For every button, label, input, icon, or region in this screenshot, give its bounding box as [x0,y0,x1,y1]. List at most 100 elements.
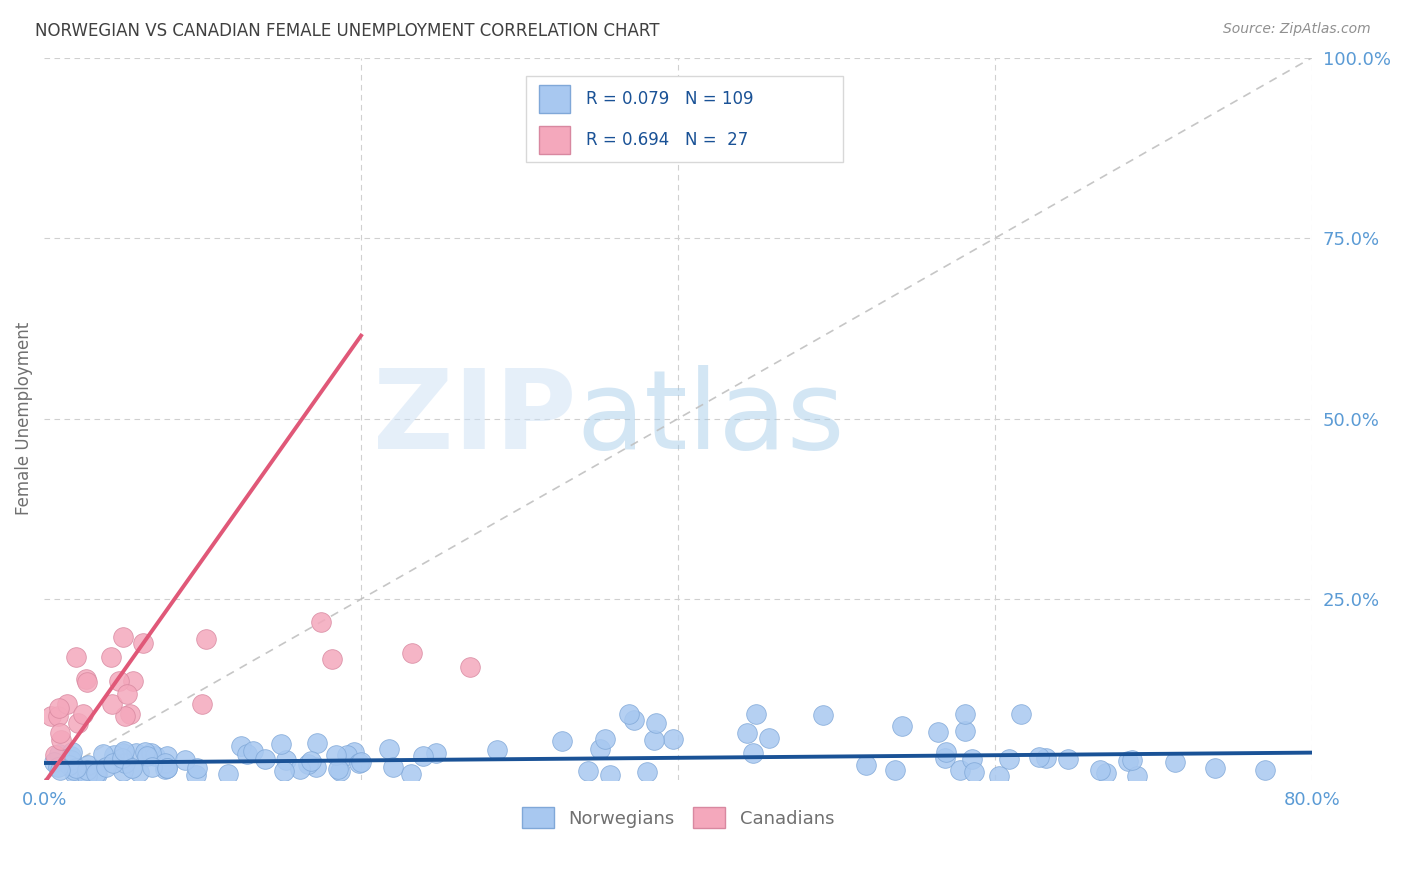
Point [1164,755,1187,769]
Point [56,697,79,711]
Point [62,766,84,780]
Point [270,737,292,751]
Point [135,749,157,764]
Point [63,764,86,778]
Point [325,748,347,763]
Point [114,709,136,723]
Point [112,764,135,779]
Point [273,764,295,779]
Point [186,761,208,775]
Point [254,751,277,765]
Point [128,764,150,779]
Point [143,748,166,763]
Point [108,673,131,688]
Text: ZIP: ZIP [373,365,576,472]
Point [1088,763,1111,777]
Point [132,636,155,650]
Point [382,760,405,774]
Point [593,732,616,747]
Point [115,687,138,701]
Legend: Norwegians, Canadians: Norwegians, Canadians [515,800,842,836]
Point [745,707,768,722]
Point [121,761,143,775]
Point [1254,764,1277,778]
Point [576,764,599,778]
Point [39,709,62,723]
Point [1094,766,1116,780]
Point [48,701,70,715]
Point [114,756,136,770]
Point [890,719,912,733]
Point [59,748,82,763]
Point [46,760,69,774]
Point [460,660,482,674]
Point [758,731,780,745]
Point [934,751,956,765]
Point [84,766,107,780]
Point [141,760,163,774]
Point [48,747,70,761]
Point [328,764,350,779]
Point [644,715,666,730]
Point [118,706,141,721]
Text: NORWEGIAN VS CANADIAN FEMALE UNEMPLOYMENT CORRELATION CHART: NORWEGIAN VS CANADIAN FEMALE UNEMPLOYMEN… [35,22,659,40]
Point [336,748,359,763]
Point [617,707,640,722]
Point [101,698,124,712]
Point [125,747,148,761]
Point [101,756,124,770]
Point [153,756,176,771]
Point [401,646,423,660]
Point [378,742,401,756]
Point [288,762,311,776]
Point [122,674,145,689]
Point [349,756,371,770]
Point [156,761,179,775]
Point [65,761,87,775]
Point [949,763,972,777]
Point [599,768,621,782]
Point [1116,754,1139,768]
Point [75,673,97,687]
Point [643,732,665,747]
Y-axis label: Female Unemployment: Female Unemployment [15,322,32,516]
Point [304,760,326,774]
Point [305,736,328,750]
Point [76,675,98,690]
Text: atlas: atlas [576,365,845,472]
Point [1057,751,1080,765]
Point [76,764,98,778]
Point [927,725,949,739]
Point [299,754,322,768]
Point [425,746,447,760]
Point [156,761,179,775]
Point [1010,707,1032,722]
Point [412,748,434,763]
Point [194,632,217,646]
Point [321,652,343,666]
Point [485,743,508,757]
Point [636,765,658,780]
Point [65,649,87,664]
Point [1126,769,1149,783]
Point [51,732,73,747]
Point [76,769,98,783]
Point [44,747,66,762]
Point [349,756,371,771]
Point [935,745,957,759]
Point [988,769,1011,783]
Point [242,744,264,758]
Point [173,753,195,767]
Point [742,746,765,760]
Point [153,762,176,776]
Point [77,758,100,772]
Point [274,753,297,767]
Point [1121,752,1143,766]
Point [588,741,610,756]
Point [551,734,574,748]
Point [326,762,349,776]
Point [955,723,977,738]
Point [59,753,82,767]
Point [963,764,986,779]
Point [184,768,207,782]
